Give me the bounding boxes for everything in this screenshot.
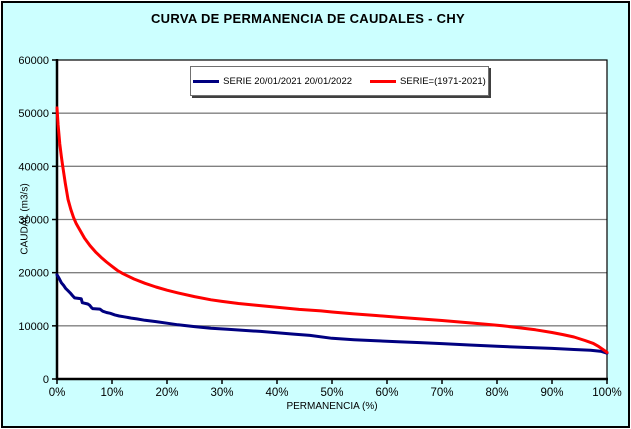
y-tick-label: 30000 (18, 215, 49, 227)
legend-item-label: SERIE 20/01/2021 20/01/2022 (223, 75, 353, 87)
y-tick-label: 50000 (18, 108, 49, 120)
x-tick-label: 50% (320, 387, 343, 399)
y-axis-title: CAUDAL (m3/s) (19, 183, 31, 255)
x-tick-label: 10% (100, 387, 123, 399)
legend-item-label: SERIE=(1971-2021) (400, 75, 486, 87)
legend-item: SERIE 20/01/2021 20/01/2022 (193, 76, 352, 87)
x-tick-label: 100% (592, 387, 621, 399)
x-tick-label: 0% (49, 387, 66, 399)
y-tick-label: 20000 (18, 268, 49, 280)
x-tick-label: 90% (540, 387, 563, 399)
x-tick-label: 30% (210, 387, 233, 399)
legend: SERIE 20/01/2021 20/01/2022 SERIE=(1971-… (190, 66, 489, 96)
legend-item: SERIE=(1971-2021) (370, 76, 486, 87)
y-tick-label: 60000 (18, 55, 49, 67)
x-tick-label: 20% (155, 387, 178, 399)
legend-swatch-red-line (370, 79, 397, 83)
y-tick-label: 40000 (18, 161, 49, 173)
y-tick-label: 10000 (18, 321, 49, 333)
series-line-blue (55, 273, 609, 355)
x-tick-label: 60% (375, 387, 398, 399)
x-tick-label: 40% (265, 387, 288, 399)
x-tick-label: 80% (485, 387, 508, 399)
y-tick-label: 0 (43, 374, 49, 386)
x-tick-label: 70% (430, 387, 453, 399)
x-axis-title: PERMANENCIA (%) (286, 401, 378, 412)
legend-swatch-blue-line (193, 79, 220, 83)
series-line-red (55, 106, 609, 354)
chart-title: CURVA DE PERMANENCIA DE CAUDALES - CHY (150, 11, 466, 26)
